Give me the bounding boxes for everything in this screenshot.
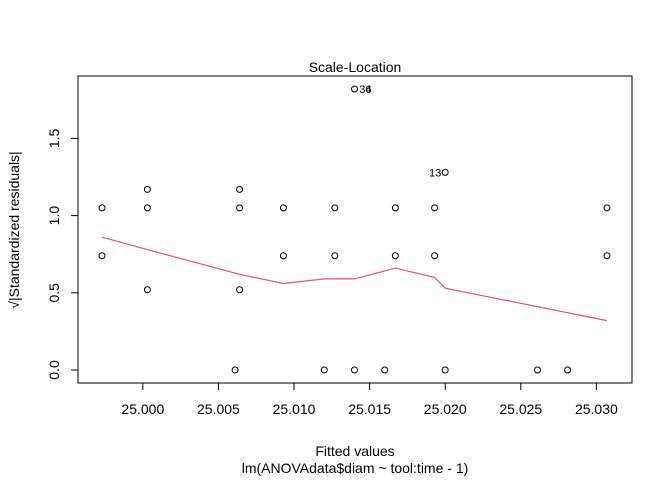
x-axis: 25.000 25.005 25.010 25.015 25.020 25.025 25.0… — [121, 382, 618, 417]
data-point — [441, 366, 449, 374]
data-point — [143, 286, 151, 294]
point-label: 36 — [359, 84, 371, 96]
data-point — [320, 366, 328, 374]
data-point — [603, 204, 611, 212]
plot-frame — [77, 75, 633, 384]
data-point — [236, 286, 244, 294]
data-point — [533, 366, 541, 374]
x-tick-label: 25.010 — [273, 401, 316, 417]
data-point — [98, 252, 106, 260]
data-point — [351, 85, 358, 93]
data-point — [431, 204, 439, 212]
data-point — [331, 252, 339, 260]
data-point — [603, 252, 611, 260]
data-point — [98, 204, 106, 212]
y-tick-label: 1.0 — [46, 206, 62, 226]
data-point — [279, 252, 287, 260]
data-point — [143, 204, 151, 212]
smoothed-trend-line — [101, 236, 608, 322]
data-point — [143, 185, 151, 193]
x-tick-label: 25.025 — [499, 401, 542, 417]
data-point — [381, 366, 389, 374]
data-point — [331, 204, 339, 212]
y-tick-label: 0.0 — [46, 360, 62, 380]
data-point — [391, 252, 399, 260]
data-point — [564, 366, 572, 374]
y-tick-label: 0.5 — [46, 283, 62, 303]
x-tick-label: 25.005 — [197, 401, 240, 417]
data-points — [98, 85, 611, 374]
data-point — [351, 366, 358, 374]
x-tick-label: 25.020 — [424, 401, 467, 417]
data-point — [236, 204, 244, 212]
data-point — [441, 168, 449, 176]
data-point — [391, 204, 399, 212]
y-axis: 0.0 0.5 1.0 1.5 — [46, 128, 79, 380]
data-point — [279, 204, 287, 212]
data-point — [431, 252, 439, 260]
chart-title: Scale-Location — [309, 59, 402, 75]
point-labels: 364 13 — [359, 84, 441, 179]
x-tick-label: 25.030 — [575, 401, 618, 417]
point-label: 13 — [429, 167, 441, 179]
x-axis-label: Fitted values — [315, 443, 394, 459]
model-formula-label: lm(ANOVAdata$diam ~ tool:time - 1) — [242, 460, 469, 476]
y-tick-label: 1.5 — [46, 128, 62, 148]
point-label: 4 — [365, 84, 371, 96]
y-axis-label: √|Standardized residuals| — [6, 151, 22, 308]
data-point — [231, 366, 239, 374]
x-tick-label: 25.000 — [121, 401, 164, 417]
data-point — [236, 185, 244, 193]
x-tick-label: 25.015 — [348, 401, 391, 417]
